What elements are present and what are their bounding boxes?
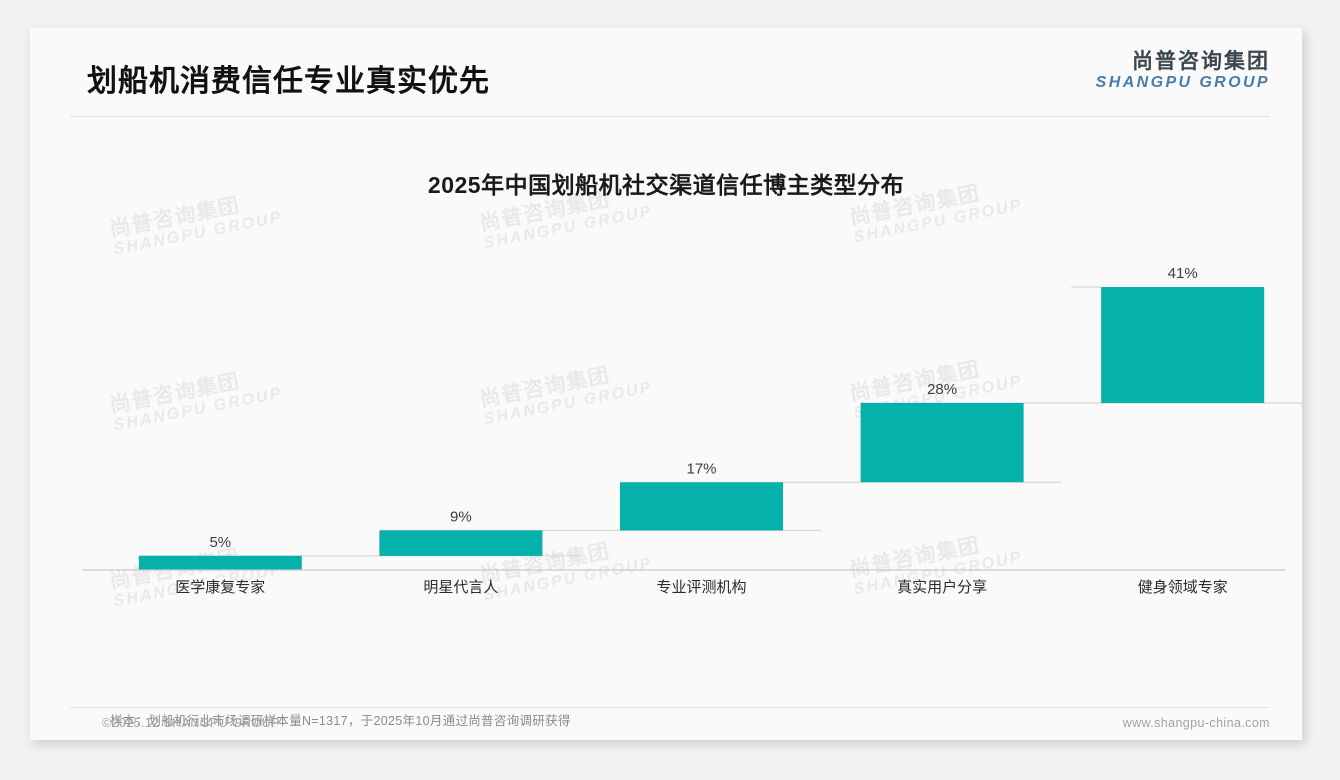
waterfall-bar — [620, 482, 783, 531]
slide-card: 尚普咨询集团 SHANGPU GROUP 尚普咨询集团 SHANGPU GROU… — [30, 28, 1302, 740]
waterfall-bar — [860, 403, 1024, 483]
brand-logo: 尚普咨询集团 SHANGPU GROUP — [1096, 50, 1270, 91]
chart-value-labels: 5% 9% 17% 28% 41% — [209, 265, 1197, 551]
bar-value-label: 41% — [1168, 265, 1198, 282]
bar-value-label: 17% — [686, 460, 716, 477]
bar-category-label: 健身领域专家 — [1138, 579, 1228, 596]
bar-value-label: 28% — [927, 381, 957, 398]
bar-category-label: 医学康复专家 — [175, 578, 265, 596]
bar-category-label: 真实用户分享 — [897, 578, 987, 596]
logo-english-text: SHANGPU GROUP — [1095, 73, 1270, 91]
chart-title: 2025年中国划船机社交渠道信任博主类型分布 — [427, 172, 905, 198]
footer-website: www.shangpu-china.com — [1122, 716, 1270, 730]
bar-value-label: 5% — [209, 534, 231, 551]
slide-footer: ©2025.12 SHANGPU GROUP www.shangpu-china… — [30, 716, 1302, 740]
bar-value-label: 9% — [450, 508, 472, 525]
chart-category-labels: 医学康复专家 明星代言人 专业评测机构 真实用户分享 健身领域专家 — [175, 578, 1227, 596]
bar-category-label: 专业评测机构 — [656, 579, 746, 596]
waterfall-bar — [379, 530, 543, 556]
waterfall-chart: 5% 9% 17% 28% 41% 医学康复专家 明星代言人 专业评测机构 真实用户分享 健身领… — [30, 28, 1302, 740]
header-divider — [70, 116, 1270, 117]
footer-divider — [70, 707, 1270, 708]
chart-footnote: 样本：划船机行业市场调研样本量N=1317，于2025年10月通过尚普咨询调研获… — [110, 714, 571, 728]
logo-chinese-text: 尚普咨询集团 — [1132, 50, 1270, 73]
chart-bars — [138, 287, 1265, 570]
waterfall-bar — [138, 555, 302, 570]
bar-category-label: 明星代言人 — [423, 579, 498, 596]
footer-copyright: ©2025.12 SHANGPU GROUP — [102, 716, 280, 730]
waterfall-bar — [1101, 287, 1265, 403]
slide-header: 划船机消费信任专业真实优先 尚普咨询集团 SHANGPU GROUP — [30, 28, 1302, 120]
page-title: 划船机消费信任专业真实优先 — [87, 65, 490, 98]
